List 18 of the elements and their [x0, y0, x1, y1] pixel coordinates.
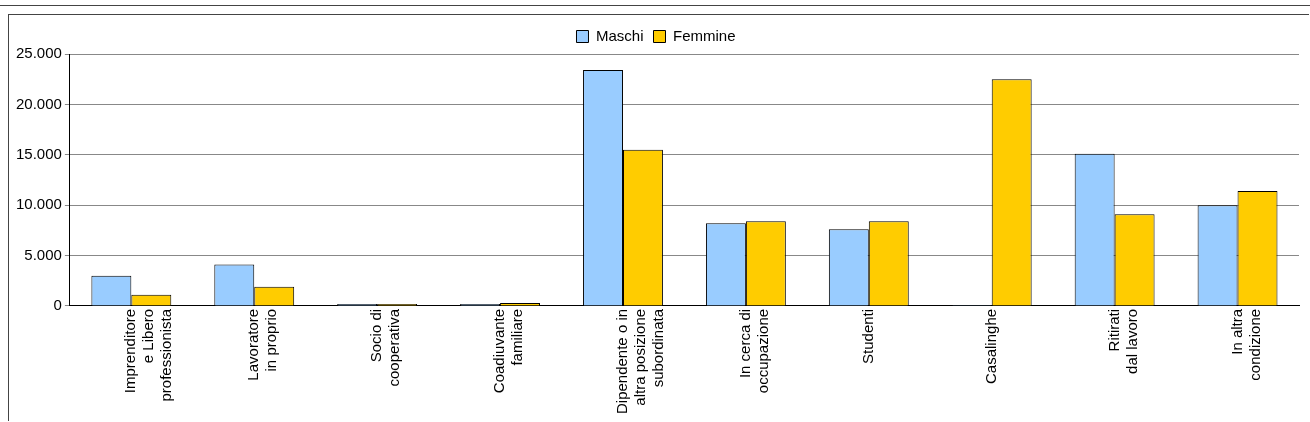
- x-tick-label: In cerca di occupazione: [736, 308, 772, 394]
- x-tick-label: Imprenditore e Libero professionista: [121, 308, 175, 402]
- x-tick-label: Studenti: [858, 308, 876, 364]
- x-tick-label: Ritirati dal lavoro: [1104, 308, 1140, 374]
- x-tick-label: In altra condizione: [1227, 308, 1263, 381]
- y-tick-label: 25.000: [15, 44, 62, 62]
- x-tick-label: Socio di cooperativa: [367, 308, 403, 387]
- x-tick-label: Coadiuvante familiare: [490, 308, 526, 394]
- x-tick-label: Dipendente o in altra posizione subordinata: [613, 308, 667, 415]
- legend-label: Maschi: [595, 26, 644, 44]
- y-tick-label: 10.000: [15, 195, 62, 213]
- legend-label: Femmine: [673, 26, 736, 44]
- y-tick-label: 0: [53, 296, 62, 314]
- y-tick-label: 5.000: [24, 245, 62, 263]
- y-tick-label: 20.000: [15, 94, 62, 112]
- x-tick-label: Casalinghe: [981, 308, 999, 384]
- y-tick-label: 15.000: [15, 144, 62, 162]
- x-tick-label: Lavoratore in proprio: [244, 308, 280, 381]
